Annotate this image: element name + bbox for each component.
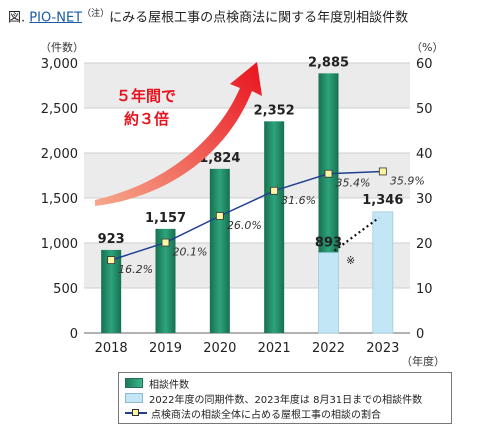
- bar-consultations: [101, 249, 122, 333]
- bar-same-period: [318, 252, 339, 334]
- legend-label-ratio: 点検商法の相談全体に占める屋根工事の相談の割合: [151, 409, 381, 421]
- ratio-value-label: 35.9%: [390, 174, 425, 187]
- legend-swatch-line: [125, 409, 147, 417]
- y2-tick-label: 20: [416, 237, 433, 252]
- x-tick-label: 2021: [258, 341, 291, 356]
- chart-title: 図. PIO-NET（注）にみる屋根工事の点検商法に関する年度別相談件数: [8, 6, 408, 25]
- bar-value-label: 923: [98, 232, 125, 247]
- bar-consultations: [264, 121, 285, 333]
- y-tick-label: 2,000: [41, 147, 78, 162]
- y-tick-label: 2,500: [41, 102, 78, 117]
- growth-arrow: [95, 62, 262, 206]
- comparison-dotted-line: [333, 216, 380, 252]
- bar-consultations: [209, 168, 230, 333]
- arrow-text-2: 約３倍: [124, 110, 169, 128]
- ratio-value-label: 35.4%: [336, 177, 371, 190]
- y-tick-label: 3,000: [41, 57, 78, 72]
- bar-value-label: 2,352: [254, 103, 295, 118]
- ratio-value-label: 16.2%: [118, 263, 153, 276]
- legend-swatch-bar: [125, 378, 143, 388]
- grid-band: [84, 243, 410, 288]
- y-tick-label: 1,500: [41, 192, 78, 207]
- bar-same-period: [372, 211, 394, 334]
- bar-value-label: 2,885: [308, 55, 349, 70]
- ratio-point: [270, 186, 279, 195]
- bar-value-label: 1,157: [145, 211, 186, 226]
- y2-tick-label: 10: [416, 282, 433, 297]
- ratio-value-label: 26.0%: [227, 219, 262, 232]
- ratio-point: [324, 169, 333, 178]
- y-tick-label: 0: [70, 327, 78, 342]
- legend-label-consultations: 相談件数: [149, 379, 189, 391]
- legend-item-consultations: 相談件数: [125, 376, 189, 391]
- same-period-value-label: 1,346: [362, 193, 403, 208]
- asterisk-note: ※: [346, 254, 355, 267]
- y2-tick-label: 0: [416, 327, 424, 342]
- y2-axis-label: （%）: [411, 41, 443, 54]
- y2-tick-label: 40: [416, 147, 433, 162]
- legend-swatch-light-bar: [125, 393, 143, 403]
- ratio-point: [215, 212, 224, 220]
- ratio-value-label: 31.6%: [281, 194, 316, 207]
- ratio-point: [378, 167, 387, 176]
- y2-tick-label: 60: [416, 57, 433, 72]
- same-period-value-label: 893: [315, 236, 342, 251]
- ratio-point: [107, 256, 116, 265]
- legend-item-ratio: 点検商法の相談全体に占める屋根工事の相談の割合: [125, 406, 381, 421]
- ratio-line-segment: [328, 170, 383, 175]
- x-tick-label: 2018: [95, 341, 128, 356]
- y-tick-label: 1,000: [41, 237, 78, 252]
- x-tick-label: 2022: [312, 341, 345, 356]
- y2-tick-label: 30: [416, 192, 433, 207]
- bar-consultations: [155, 228, 176, 333]
- x-tick-label: 2020: [203, 341, 236, 356]
- ratio-point: [161, 238, 170, 247]
- title-prefix: 図.: [8, 10, 26, 26]
- legend: 相談件数 2022年度の同期件数、2023年度は 8月31日までの相談件数 点検…: [118, 372, 452, 424]
- title-note: （注）: [82, 9, 110, 19]
- y2-tick-label: 50: [416, 102, 433, 117]
- x-tick-label: 2023: [366, 341, 399, 356]
- bar-value-label: 1,824: [199, 151, 240, 166]
- chart-area: 0 500 1,000 1,500 2,000 2,500 3,000 0 10 20 30 40 5…: [40, 41, 445, 368]
- ratio-value-label: 20.1%: [173, 246, 208, 259]
- legend-label-same-period: 2022年度の同期件数、2023年度は 8月31日までの相談件数: [149, 394, 423, 406]
- x-axis-label: （年度）: [401, 354, 445, 368]
- pio-net-link[interactable]: PIO-NET: [29, 10, 83, 26]
- y-tick-label: 500: [53, 282, 78, 297]
- legend-item-same-period: 2022年度の同期件数、2023年度は 8月31日までの相談件数: [125, 391, 423, 406]
- y-axis-label: （件数）: [40, 41, 84, 54]
- title-rest: にみる屋根工事の点検商法に関する年度別相談件数: [109, 10, 409, 26]
- x-tick-label: 2019: [149, 341, 182, 356]
- arrow-text-1: ５年間で: [116, 87, 176, 105]
